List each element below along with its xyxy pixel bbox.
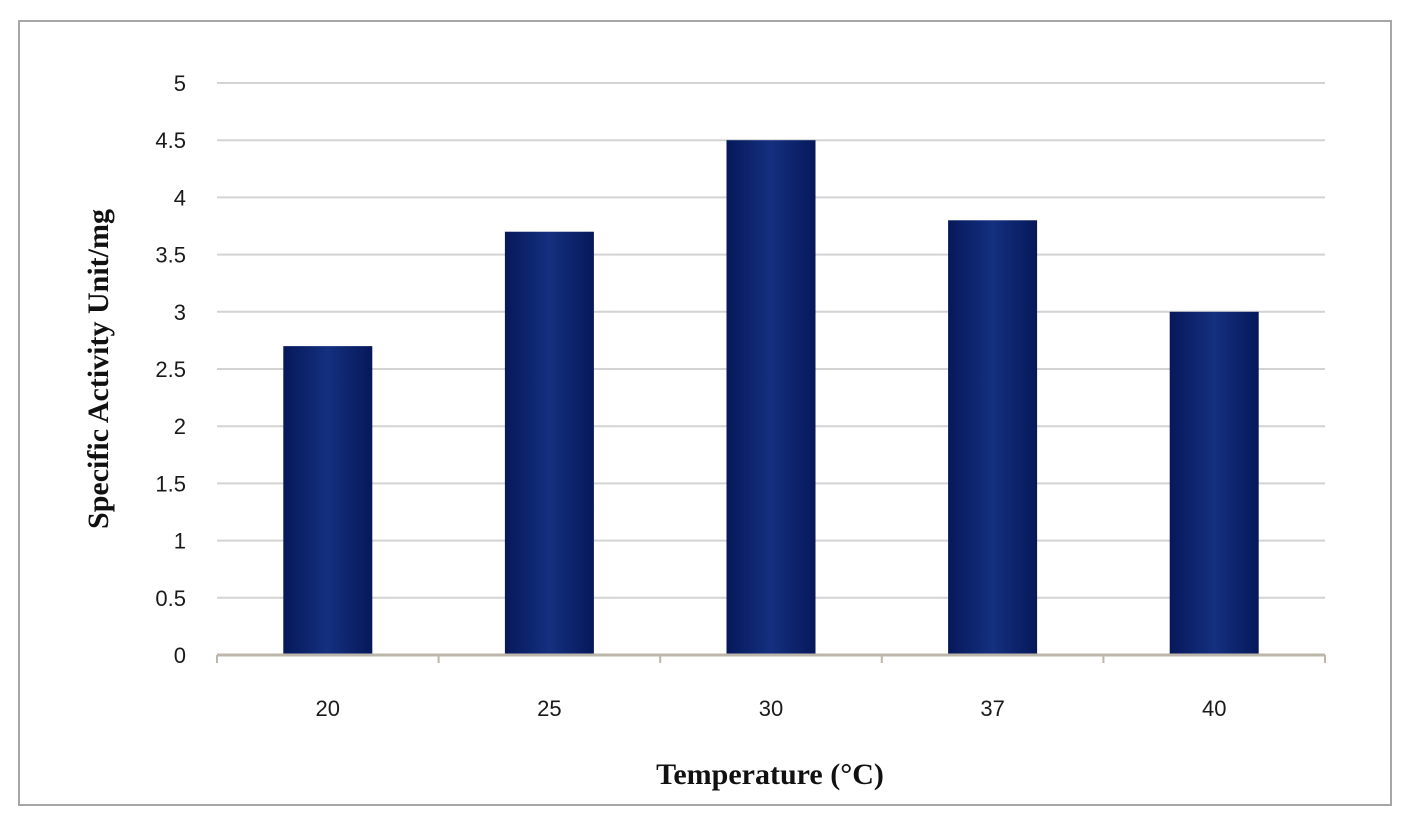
x-tick-label: 25: [537, 696, 561, 721]
y-tick-label: 1: [174, 529, 186, 554]
bar-25: [504, 231, 594, 655]
bar-37: [948, 220, 1038, 655]
y-tick-label: 2.5: [155, 357, 186, 382]
x-tick-label: 30: [759, 696, 783, 721]
y-tick-label: 0.5: [155, 586, 186, 611]
x-axis-title: Temperature (°C): [656, 758, 884, 791]
x-tick-label: 40: [1202, 696, 1226, 721]
chart-frame: [18, 20, 1392, 806]
y-tick-label: 2: [174, 414, 186, 439]
bars: [283, 140, 1259, 655]
y-tick-label: 1.5: [155, 471, 186, 496]
bar-30: [726, 140, 816, 655]
x-tick-label: 37: [980, 696, 1004, 721]
y-axis-title: Specific Activity Unit/mg: [82, 209, 115, 529]
bar-40: [1169, 311, 1259, 655]
y-tick-label: 3: [174, 300, 186, 325]
y-tick-label: 5: [174, 71, 186, 96]
x-tick-label: 20: [316, 696, 340, 721]
x-axis: [216, 653, 1326, 663]
y-tick-labels: 0 0.5 1 1.5 2 2.5 3 3.5 4 4.5 5: [155, 71, 186, 668]
y-tick-label: 4.5: [155, 128, 186, 153]
y-tick-label: 3.5: [155, 243, 186, 268]
y-tick-label: 4: [174, 185, 186, 210]
bar-20: [283, 346, 373, 655]
y-tick-label: 0: [174, 643, 186, 668]
x-tick-labels: 20 25 30 37 40: [316, 696, 1227, 721]
